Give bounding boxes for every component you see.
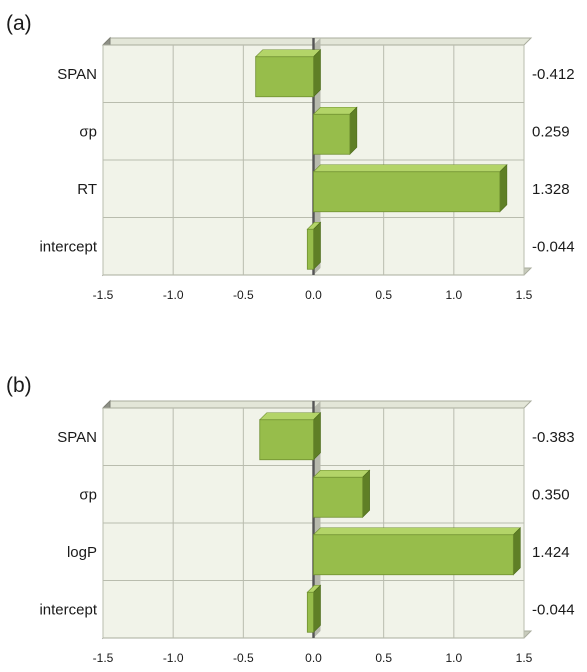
data-label: -0.044 [532,601,575,618]
bar-side-face [313,49,321,98]
x-tick-label: 1.0 [445,288,462,302]
x-tick-label: 0.5 [375,651,392,665]
bar-side-face [349,106,358,155]
x-tick-label: -0.5 [233,288,254,302]
bar-top-face [312,164,508,173]
bar-front-face [313,534,514,576]
bar [306,584,322,633]
bar [312,106,358,155]
data-label: 1.328 [532,181,570,198]
bar-top-face [259,412,322,421]
bar-side-face [313,412,321,461]
panel-label: (b) [6,374,32,397]
bar-front-face [313,113,351,155]
x-tick-label: 0.5 [375,288,392,302]
bar-side-face [313,584,321,633]
x-tick-label: 1.5 [516,288,533,302]
bar [312,527,522,576]
zero-axis-face [313,38,321,275]
bar [312,469,371,518]
category-label: RT [77,181,97,198]
category-label: SPAN [57,66,97,83]
panel-1: (a) SPAN σp RT intercept -0.412 0.259 1.328 -0.0… [6,12,575,302]
bar-top-face [254,49,322,58]
panel-2: (b) SPAN σp logP intercept -0.383 0.350 1.424 -0… [6,374,575,665]
category-label: logP [67,544,97,561]
x-tick-label: -1.5 [93,288,114,302]
bar-front-face [259,419,314,461]
data-label: -0.383 [532,429,575,446]
bar [312,164,508,213]
bar-top-face [312,527,522,536]
x-tick-label: -0.5 [233,651,254,665]
bar-side-face [362,469,370,518]
bar-side-face [313,221,321,270]
panel-label: (a) [6,12,32,35]
data-label: 0.259 [532,123,570,140]
bar [254,49,322,98]
data-label: -0.044 [532,238,575,255]
bar-top-face [312,469,371,478]
category-label: intercept [39,238,97,255]
data-label: 0.350 [532,486,570,503]
bar-front-face [313,476,364,518]
bar-front-face [306,591,314,633]
category-label: σp [79,123,97,140]
x-tick-label: 0.0 [305,651,322,665]
x-tick-label: 1.5 [516,651,533,665]
category-label: SPAN [57,429,97,446]
bar-front-face [306,228,314,270]
category-label: intercept [39,601,97,618]
x-tick-label: -1.0 [163,651,184,665]
x-tick-label: 0.0 [305,288,322,302]
bar-front-face [255,56,314,98]
x-tick-label: -1.0 [163,288,184,302]
bar [259,412,322,461]
data-label: 1.424 [532,544,570,561]
bar-side-face [513,527,521,576]
bar-top-face [312,106,358,115]
data-label: -0.412 [532,66,575,83]
bar [306,221,322,270]
x-tick-label: -1.5 [93,651,114,665]
bar-side-face [499,164,508,213]
category-label: σp [79,486,97,503]
x-tick-label: 1.0 [445,651,462,665]
zero-axis-face [313,401,321,638]
bar-front-face [313,171,501,213]
